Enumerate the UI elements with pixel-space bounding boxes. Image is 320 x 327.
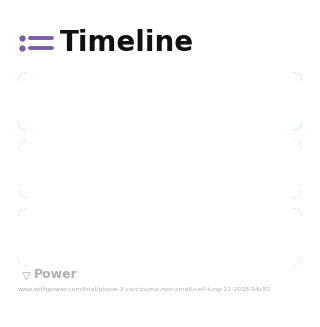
- FancyBboxPatch shape: [18, 208, 302, 266]
- Text: Power: Power: [34, 268, 78, 282]
- Text: Varies: Varies: [235, 162, 284, 177]
- Text: 64 months: 64 months: [198, 230, 284, 245]
- Text: ▽: ▽: [22, 270, 30, 280]
- Text: Follow ups ~: Follow ups ~: [38, 230, 141, 245]
- Text: Screening ~: Screening ~: [38, 94, 137, 109]
- Text: www.withpower.com/trial/phase-3-carcinoma-non-small-cell-lung-11-2018-54c80: www.withpower.com/trial/phase-3-carcinom…: [18, 287, 271, 292]
- FancyBboxPatch shape: [18, 140, 302, 198]
- Text: 3 weeks: 3 weeks: [218, 94, 284, 109]
- Text: Treatment ~: Treatment ~: [38, 162, 139, 177]
- FancyBboxPatch shape: [18, 72, 302, 130]
- Text: Timeline: Timeline: [60, 29, 194, 57]
